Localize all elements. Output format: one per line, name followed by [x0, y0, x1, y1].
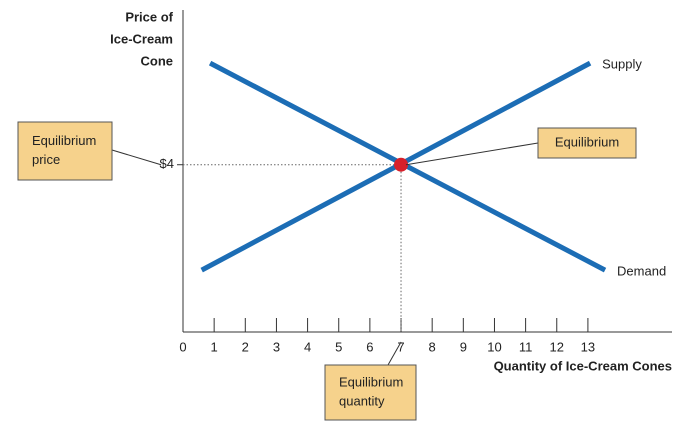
x-tick-label: 2 [242, 339, 249, 354]
annotation-box [537, 127, 637, 159]
x-tick-label: 1 [211, 339, 218, 354]
x-tick-label: 7 [397, 339, 404, 354]
x-tick-label: 3 [273, 339, 280, 354]
leader-line [111, 149, 162, 166]
x-tick-label: 12 [550, 339, 564, 354]
annotation-text: quantity [339, 393, 385, 408]
x-tick-label: 5 [335, 339, 342, 354]
x-tick-label: 4 [304, 339, 311, 354]
annotation-text: Equilibrium [32, 133, 96, 148]
x-tick-label: 9 [460, 339, 467, 354]
x-tick-label: 8 [429, 339, 436, 354]
annotation-text: Equilibrium [339, 374, 403, 389]
y-axis-label: Price of [125, 9, 173, 24]
x-axis-label: Quantity of Ice-Cream Cones [494, 358, 672, 373]
y-axis-label: Ice-Cream [110, 31, 173, 46]
equilibrium-point [394, 157, 409, 172]
x-tick-label: 11 [519, 339, 533, 354]
x-tick-label: 0 [179, 339, 186, 354]
series-label: Demand [617, 264, 666, 279]
annotation-text: price [32, 152, 60, 167]
x-tick-label: 13 [581, 339, 595, 354]
x-tick-label: 10 [487, 339, 501, 354]
y-axis-label: Cone [141, 53, 174, 68]
x-tick-label: 6 [366, 339, 373, 354]
annotation-text: Equilibrium [555, 134, 619, 149]
leader-line [405, 142, 539, 166]
series-label: Supply [602, 57, 642, 72]
annotation-box [324, 364, 417, 421]
leader-line [387, 341, 402, 366]
y-tick-label: $4 [160, 156, 174, 171]
annotation-box [17, 121, 113, 181]
